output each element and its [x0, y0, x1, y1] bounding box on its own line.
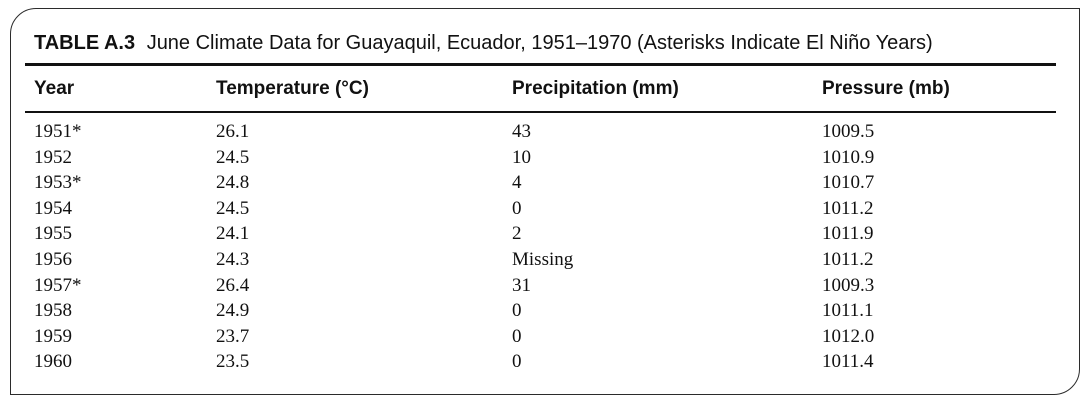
cell-year: 1954	[34, 197, 72, 219]
cell-precipitation: Missing	[512, 248, 574, 270]
cell-precipitation: 0	[512, 197, 522, 219]
table-row: 1956 24.3 Missing 1011.2	[0, 247, 1091, 273]
table-row: 1960 23.5 0 1011.4	[0, 349, 1091, 375]
cell-temperature: 26.1	[216, 121, 250, 142]
cell-year: 1958	[34, 300, 72, 322]
header-top-rule	[25, 63, 1056, 66]
cell-precipitation: 0	[512, 325, 522, 347]
cell-year: 1959	[34, 325, 72, 347]
column-header-year: Year	[34, 78, 75, 99]
table-row: 1959 23.7 0 1012.0	[0, 324, 1091, 350]
table-row: 1954 24.5 0 1011.2	[0, 196, 1091, 222]
cell-pressure: 1012.0	[822, 325, 875, 347]
cell-year: 1953*	[34, 172, 82, 194]
table-row: 1951* 26.1 43 1009.5	[0, 119, 1091, 145]
cell-temperature: 24.3	[216, 248, 250, 270]
cell-precipitation: 0	[512, 300, 522, 322]
cell-precipitation: 4	[512, 172, 522, 194]
cell-year: 1960	[34, 351, 72, 373]
cell-precipitation: 2	[512, 223, 522, 245]
cell-pressure: 1010.7	[822, 172, 875, 194]
table-label: TABLE A.3	[34, 32, 136, 54]
cell-temperature: 23.5	[216, 351, 250, 373]
table-row: 1958 24.9 0 1011.1	[0, 298, 1091, 324]
cell-precipitation: 43	[512, 121, 531, 142]
cell-year: 1955	[34, 223, 72, 245]
cell-pressure: 1010.9	[822, 146, 875, 168]
table-title: June Climate Data for Guayaquil, Ecuador…	[146, 32, 933, 54]
cell-temperature: 24.8	[216, 172, 250, 194]
cell-precipitation: 0	[512, 351, 522, 373]
cell-year: 1957*	[34, 274, 82, 296]
column-header-pressure: Pressure (mb)	[822, 78, 950, 99]
cell-temperature: 26.4	[216, 274, 250, 296]
cell-year: 1956	[34, 248, 72, 270]
table-body: 1951* 26.1 43 1009.5 1952 24.5 10 1010.9…	[0, 119, 1091, 375]
table-frame	[10, 8, 1080, 395]
cell-precipitation: 31	[512, 274, 531, 296]
table-row: 1952 24.5 10 1010.9	[0, 145, 1091, 171]
cell-pressure: 1011.1	[822, 300, 874, 322]
header-bottom-rule	[25, 111, 1056, 113]
cell-temperature: 24.9	[216, 300, 250, 322]
cell-year: 1952	[34, 146, 72, 168]
column-header-temperature: Temperature (°C)	[216, 78, 369, 99]
table-row: 1957* 26.4 31 1009.3	[0, 273, 1091, 299]
cell-temperature: 24.5	[216, 197, 250, 219]
cell-pressure: 1011.9	[822, 223, 874, 245]
cell-temperature: 24.5	[216, 146, 250, 168]
cell-pressure: 1011.4	[822, 351, 874, 373]
cell-year: 1951*	[34, 121, 82, 142]
cell-temperature: 24.1	[216, 223, 250, 245]
cell-pressure: 1009.3	[822, 274, 875, 296]
cell-temperature: 23.7	[216, 325, 250, 347]
table-caption: TABLE A.3 June Climate Data for Guayaqui…	[34, 30, 933, 56]
cell-precipitation: 10	[512, 146, 531, 168]
cell-pressure: 1011.2	[822, 197, 874, 219]
table-row: 1955 24.1 2 1011.9	[0, 221, 1091, 247]
cell-pressure: 1011.2	[822, 248, 874, 270]
cell-pressure: 1009.5	[822, 121, 875, 142]
column-header-precipitation: Precipitation (mm)	[512, 78, 679, 99]
table-row: 1953* 24.8 4 1010.7	[0, 170, 1091, 196]
